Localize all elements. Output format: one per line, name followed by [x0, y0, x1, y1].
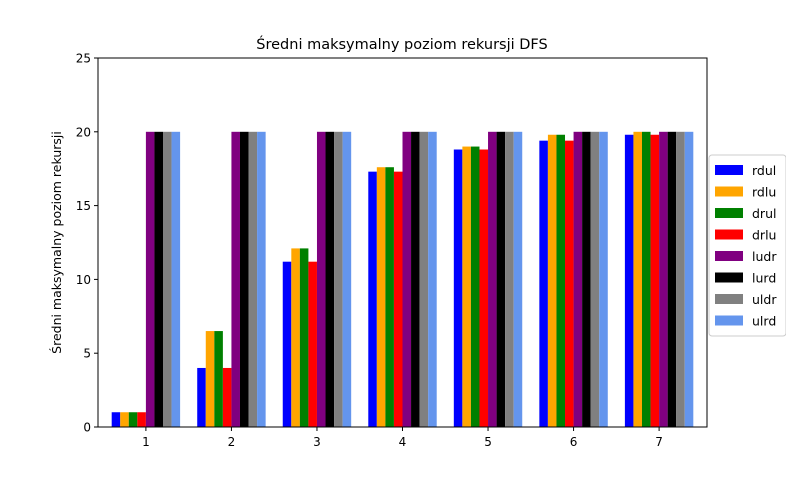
- bar-rdlu-1: [120, 412, 129, 427]
- bar-ludr-3: [316, 131, 326, 428]
- bar-ulrd-1: [171, 131, 181, 428]
- y-tick-label: 25: [76, 52, 91, 66]
- bar-drlu-4: [393, 171, 403, 427]
- bar-drul-6: [556, 134, 566, 427]
- bar-drul-1: [128, 412, 138, 427]
- bar-rdul-3: [282, 261, 292, 427]
- legend-label-rdul: rdul: [752, 163, 776, 178]
- bar-drlu-7: [650, 134, 660, 427]
- bar-lurd-4: [411, 131, 420, 428]
- legend-label-ludr: ludr: [752, 249, 777, 264]
- bar-lurd-1: [154, 131, 163, 428]
- x-tick-label: 7: [655, 435, 663, 449]
- bar-drlu-3: [308, 261, 317, 427]
- bar-lurd-7: [667, 131, 677, 428]
- bar-drlu-5: [479, 149, 489, 427]
- bar-uldr-5: [505, 131, 514, 428]
- bar-rdul-6: [539, 140, 548, 427]
- bar-drlu-1: [137, 412, 146, 427]
- bar-ulrd-2: [257, 131, 266, 428]
- legend-swatch-uldr: [715, 294, 743, 304]
- bar-drul-4: [385, 167, 394, 427]
- legend-label-drul: drul: [752, 206, 776, 221]
- bar-rdlu-3: [291, 248, 300, 427]
- bar-uldr-2: [248, 131, 258, 428]
- bar-uldr-3: [334, 131, 343, 428]
- bars-layer: [111, 131, 694, 428]
- legend-label-uldr: uldr: [752, 292, 777, 307]
- legend-label-drlu: drlu: [752, 228, 776, 243]
- bar-ludr-6: [573, 131, 583, 428]
- y-tick-label: 0: [83, 421, 91, 435]
- bar-ludr-1: [145, 131, 155, 428]
- bar-rdul-2: [197, 367, 206, 427]
- legend-swatch-drlu: [715, 229, 743, 240]
- bar-lurd-5: [496, 131, 506, 428]
- legend-swatch-drul: [715, 208, 743, 218]
- legend-swatch-ulrd: [715, 315, 743, 326]
- bar-uldr-1: [163, 131, 172, 428]
- legend-label-lurd: lurd: [752, 271, 776, 286]
- bar-ludr-2: [231, 131, 240, 428]
- bar-rdlu-7: [633, 131, 642, 428]
- bar-drul-5: [470, 146, 480, 427]
- legend-label-rdlu: rdlu: [752, 185, 776, 200]
- y-tick-label: 5: [83, 347, 91, 361]
- bar-rdlu-2: [205, 331, 215, 427]
- x-tick-label: 5: [484, 435, 492, 449]
- bar-ulrd-4: [428, 131, 437, 428]
- bar-ludr-7: [659, 131, 668, 428]
- bar-drul-2: [214, 331, 223, 427]
- y-tick-label: 15: [76, 199, 91, 213]
- chart-title: Średni maksymalny poziom rekursji DFS: [256, 35, 547, 53]
- bar-rdul-1: [111, 412, 121, 427]
- x-tick-label: 4: [399, 435, 407, 449]
- bar-rdlu-4: [376, 167, 386, 427]
- legend-label-ulrd: ulrd: [752, 314, 776, 329]
- bar-rdlu-5: [462, 146, 471, 427]
- bar-lurd-2: [239, 131, 249, 428]
- legend-swatch-ludr: [715, 251, 743, 261]
- x-tick-label: 1: [142, 435, 150, 449]
- bar-drlu-2: [222, 367, 232, 427]
- legend-swatch-lurd: [715, 272, 743, 283]
- bar-ludr-4: [402, 131, 412, 428]
- bar-rdul-5: [453, 149, 463, 427]
- y-tick-label: 20: [76, 125, 91, 139]
- bar-lurd-6: [582, 131, 591, 428]
- bar-rdul-4: [368, 171, 377, 427]
- bar-ulrd-5: [513, 131, 523, 428]
- legend: rdul rdlu drul drlu ludr lurd uldr ulrd: [708, 154, 786, 337]
- bar-rdlu-6: [547, 134, 557, 427]
- legend-swatch-rdlu: [715, 186, 743, 197]
- bar-ulrd-6: [599, 131, 608, 428]
- bar-drlu-6: [565, 140, 574, 427]
- bar-drul-7: [641, 131, 651, 428]
- bar-lurd-3: [325, 131, 335, 428]
- bar-ulrd-3: [342, 131, 352, 428]
- bar-uldr-4: [419, 131, 429, 428]
- x-tick-label: 6: [570, 435, 578, 449]
- y-axis-title: Średni maksymalny poziom rekursji: [49, 131, 64, 354]
- bar-uldr-7: [676, 131, 685, 428]
- bar-ludr-5: [488, 131, 497, 428]
- legend-swatch-rdul: [715, 165, 743, 175]
- y-tick-label: 10: [76, 273, 91, 287]
- bar-drul-3: [299, 248, 309, 427]
- bar-rdul-7: [624, 134, 634, 427]
- axes-layer: 0 5 10 15 20 25 1 2 3 4 5 6 7: [76, 52, 708, 449]
- bar-ulrd-7: [684, 131, 694, 428]
- legend-box: [708, 154, 786, 337]
- x-tick-label: 2: [228, 435, 236, 449]
- bar-uldr-6: [590, 131, 600, 428]
- x-tick-label: 3: [313, 435, 321, 449]
